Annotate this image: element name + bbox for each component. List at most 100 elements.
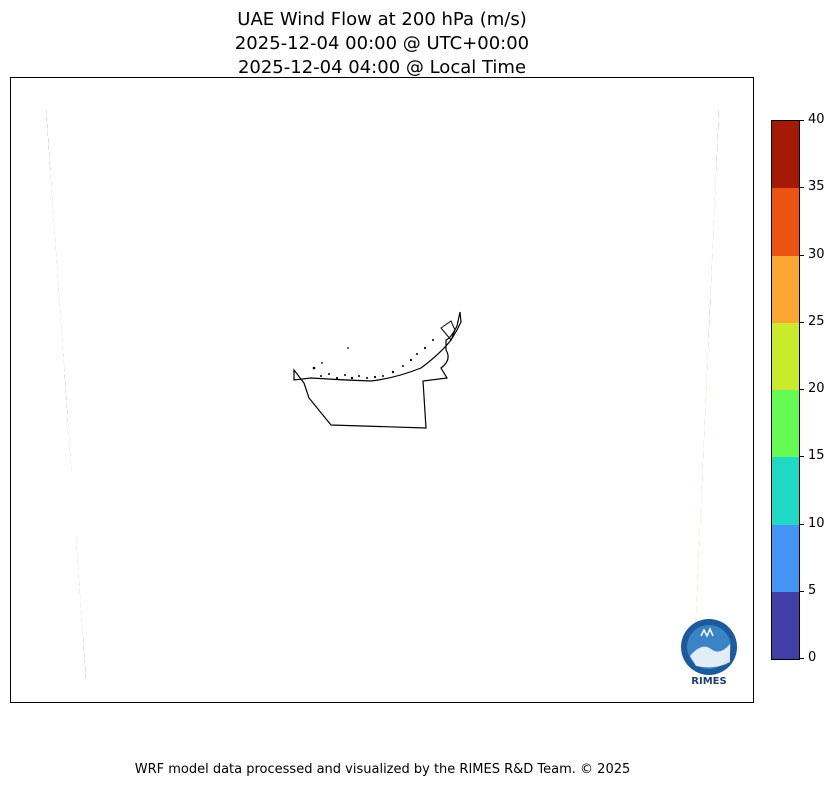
wind-arrowhead: [728, 135, 735, 141]
colorbar-tick: [799, 658, 804, 659]
wind-arrowhead: [750, 529, 753, 535]
musandam-outline: [440, 320, 456, 341]
wind-streamline: [712, 334, 719, 342]
colorbar-tick: [799, 591, 804, 592]
wind-arrowhead: [750, 121, 753, 127]
wind-arrowhead: [728, 429, 735, 435]
wind-arrowhead: [750, 470, 753, 476]
wind-arrowhead: [728, 324, 735, 330]
masked-terrain-east-1: [518, 200, 541, 226]
wind-arrowhead: [728, 378, 735, 384]
colorbar-segment-30-35: [772, 188, 799, 256]
wind-arrowhead: [728, 189, 735, 195]
colorbar: [771, 120, 800, 660]
colorbar-tick-label: 30: [808, 247, 825, 262]
colorbar-tick-label: 20: [808, 381, 825, 396]
wind-streamline: [46, 537, 82, 547]
colorbar-tick: [799, 255, 804, 256]
title-line-3: 2025-12-04 04:00 @ Local Time: [237, 57, 527, 78]
wind-arrowhead: [750, 283, 753, 289]
wind-arrowhead: [750, 416, 753, 422]
coastline-islands: [312, 339, 434, 380]
wind-arrowhead: [78, 650, 85, 657]
wind-arrowhead: [750, 497, 753, 503]
wind-streamline: [712, 550, 719, 560]
wind-arrowhead: [750, 556, 753, 562]
colorbar-tick-label: 25: [808, 314, 825, 329]
masked-terrain-west: [56, 468, 243, 622]
wind-arrowhead: [728, 243, 735, 249]
wind-arrowhead: [750, 364, 753, 370]
colorbar-tick-label: 15: [808, 448, 825, 463]
outside-domain: [11, 78, 753, 702]
wind-arrowhead: [750, 310, 753, 316]
colorbar-tick: [799, 120, 804, 121]
wind-arrowhead: [700, 609, 707, 616]
wind-streamline: [712, 145, 719, 153]
wind-arrowhead: [728, 162, 735, 168]
wind-arrowhead: [728, 297, 735, 303]
wind-arrowhead: [728, 456, 735, 462]
colorbar-tick: [799, 456, 804, 457]
colorbar-segment-0-5: [772, 591, 799, 659]
wind-arrowhead: [728, 596, 735, 602]
wind-arrowhead: [750, 583, 753, 589]
wind-streamline: [712, 226, 719, 234]
chart-title: UAE Wind Flow at 200 hPa (m/s) 2025-12-0…: [10, 8, 754, 80]
logo-text: RIMES: [691, 676, 726, 687]
wind-streamline: [46, 672, 82, 680]
rimes-logo: RIMES: [681, 619, 737, 687]
wind-arrowhead: [750, 337, 753, 343]
colorbar-tick-label: 5: [808, 583, 817, 598]
colorbar-segment-15-20: [772, 390, 799, 458]
wind-arrowhead: [750, 637, 753, 643]
wind-arrowhead: [750, 229, 753, 235]
wind-streamline: [712, 415, 719, 420]
wind-arrowhead: [728, 270, 735, 276]
wind-arrowhead: [700, 582, 707, 589]
colorbar-tick: [799, 524, 804, 525]
colorbar-tick: [799, 322, 804, 323]
wind-arrowhead: [728, 483, 735, 489]
colorbar-tick: [799, 187, 804, 188]
wind-arrowhead: [728, 108, 735, 114]
colorbar-tick-label: 0: [808, 650, 817, 665]
wind-streamline: [712, 388, 719, 393]
wind-arrowhead: [728, 542, 735, 548]
footer-credit: WRF model data processed and visualized …: [134, 762, 631, 777]
wind-streamline: [712, 496, 719, 501]
title-line-1: UAE Wind Flow at 200 hPa (m/s): [237, 9, 527, 30]
wind-streamline: [712, 253, 719, 261]
wind-streamline: [690, 591, 719, 601]
wind-arrowhead: [750, 202, 753, 208]
colorbar-segment-25-30: [772, 255, 799, 323]
masked-terrain-north: [307, 98, 373, 247]
colorbar-segment-5-10: [772, 524, 799, 592]
wind-streamline: [46, 645, 82, 655]
wind-streamline: [712, 118, 719, 126]
wind-arrowhead: [728, 569, 735, 575]
wind-arrowhead: [728, 351, 735, 357]
wind-streamline: [46, 618, 82, 628]
map-frame: [10, 77, 754, 703]
wind-streamline: [712, 307, 719, 315]
wind-arrowhead: [700, 528, 707, 535]
wind-arrowhead: [728, 402, 735, 408]
wind-streamline: [712, 361, 719, 369]
wind-streamline: [712, 577, 719, 587]
colorbar-segment-20-25: [772, 322, 799, 390]
colorbar-tick: [799, 389, 804, 390]
wind-streamline: [712, 469, 719, 474]
wind-arrowhead: [750, 256, 753, 262]
colorbar-tick-label: 10: [808, 516, 825, 531]
wind-arrowhead: [728, 216, 735, 222]
wind-arrowhead: [750, 389, 753, 395]
wind-streamline: [712, 442, 719, 447]
colorbar-segment-35-40: [772, 121, 799, 189]
wind-arrowhead: [750, 664, 753, 670]
wind-arrowhead: [728, 515, 735, 521]
wind-arrowhead: [750, 148, 753, 154]
colorbar-tick-label: 35: [808, 179, 825, 194]
wind-streamline: [46, 564, 82, 574]
wind-arrowhead: [700, 555, 707, 562]
